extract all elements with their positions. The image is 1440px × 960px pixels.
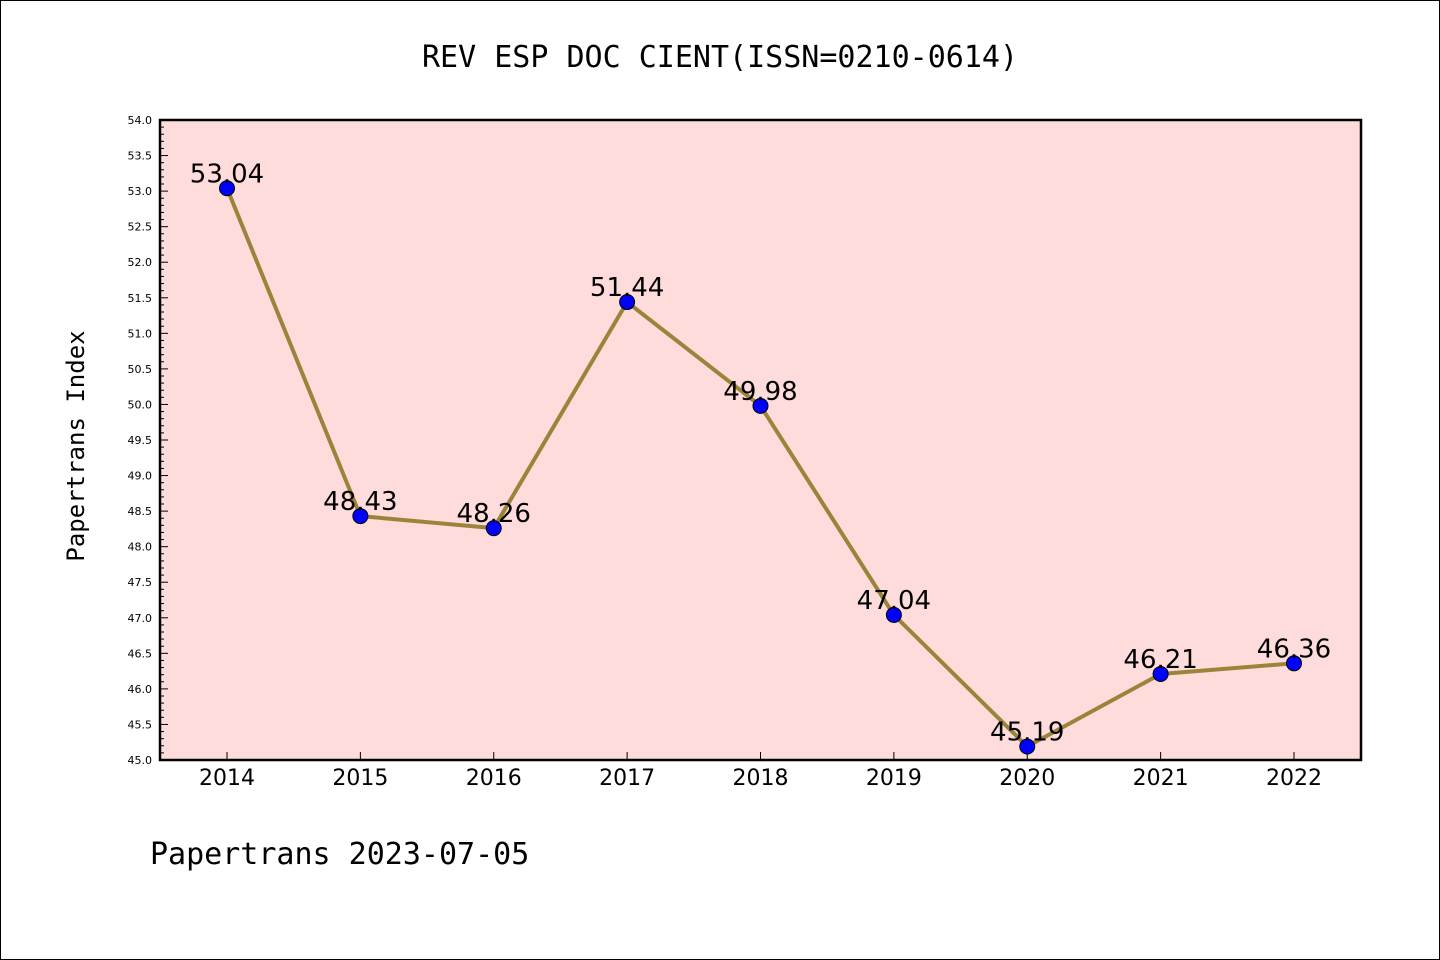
y-tick-label: 46.5 <box>128 647 153 660</box>
data-point <box>1152 665 1169 682</box>
series-markers <box>219 180 1302 755</box>
y-tick-label: 46.0 <box>128 683 153 696</box>
data-label: 53.04 <box>190 159 264 189</box>
x-tick-label: 2021 <box>1133 766 1189 791</box>
data-label: 46.21 <box>1123 645 1197 675</box>
data-labels: 53.04 48.43 48.26 51.44 49.98 47.04 45.19 46.21… <box>190 159 1331 747</box>
footer-label: Papertrans 2023-07-05 <box>150 837 529 872</box>
x-axis: 2014 2015 2016 2017 2018 2019 2020 2021 2022 <box>199 752 1322 791</box>
y-tick-label: 53.5 <box>128 150 153 163</box>
y-tick-label: 47.0 <box>128 612 153 625</box>
x-tick-label: 2017 <box>599 766 655 791</box>
data-label: 51.44 <box>590 273 664 303</box>
data-label: 45.19 <box>990 717 1064 747</box>
y-tick-label: 48.0 <box>128 541 153 554</box>
x-tick-label: 2014 <box>199 766 255 791</box>
y-tick-label: 49.0 <box>128 470 153 483</box>
x-tick-label: 2022 <box>1266 766 1322 791</box>
y-tick-label: 51.5 <box>128 292 153 305</box>
data-label: 48.43 <box>323 487 397 517</box>
y-tick-label: 53.0 <box>128 185 153 198</box>
data-point <box>219 180 235 197</box>
y-tick-label: 52.5 <box>128 221 153 234</box>
data-point <box>352 508 369 525</box>
y-tick-label: 54.0 <box>128 114 153 127</box>
data-label: 48.26 <box>457 499 531 529</box>
y-tick-label: 50.5 <box>128 363 153 376</box>
plot-area <box>160 120 1361 760</box>
x-tick-label: 2018 <box>733 766 789 791</box>
x-tick-label: 2019 <box>866 766 922 791</box>
y-tick-label: 49.5 <box>128 434 153 447</box>
y-tick-label: 45.5 <box>128 718 153 731</box>
y-tick-label: 47.5 <box>128 576 153 589</box>
y-axis-label: Papertrans Index <box>62 330 90 561</box>
x-tick-label: 2020 <box>999 766 1055 791</box>
data-point <box>619 294 636 311</box>
plot-border <box>158 118 1363 762</box>
y-tick-label: 48.5 <box>128 505 153 518</box>
y-tick-label: 51.0 <box>128 327 153 340</box>
data-point <box>485 520 502 537</box>
data-point <box>1019 738 1036 755</box>
data-label: 46.36 <box>1257 634 1331 664</box>
y-tick-label: 50.0 <box>128 398 153 411</box>
data-label: 47.04 <box>857 586 931 616</box>
data-point <box>752 397 769 414</box>
data-point <box>885 606 902 623</box>
x-tick-label: 2016 <box>466 766 522 791</box>
data-label: 49.98 <box>723 377 797 407</box>
y-axis: 45.0 45.5 46.0 46.5 47.0 47.5 48.0 48.5 49.0 49.5… <box>128 114 168 767</box>
chart-title: REV ESP DOC CIENT(ISSN=0210-0614) <box>422 40 1018 75</box>
y-tick-label: 45.0 <box>128 754 153 767</box>
data-point <box>1286 655 1302 672</box>
x-tick-label: 2015 <box>332 766 388 791</box>
y-tick-label: 52.0 <box>128 256 153 269</box>
